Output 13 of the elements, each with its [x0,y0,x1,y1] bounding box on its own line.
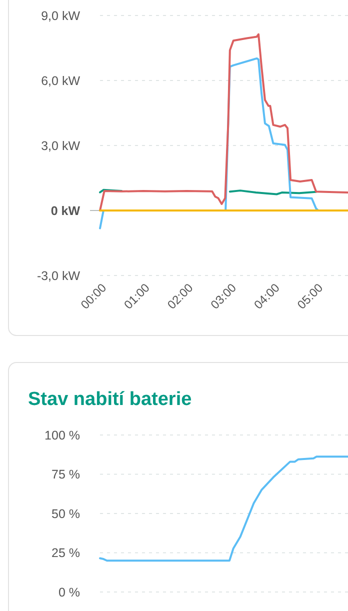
y-tick-label: -3,0 kW [36,268,80,283]
y-tick-label: 25 % [52,546,80,560]
line-series [99,456,348,562]
chart-title: Stav nabití baterie [28,389,192,410]
y-tick-label: 75 % [52,468,80,482]
y-tick-label: 3,0 kW [41,138,80,153]
y-tick-label: 6,0 kW [41,74,80,88]
y-tick-label: 9,0 kW [41,8,80,23]
line-series [99,33,348,212]
y-tick-label: 50 % [52,506,80,521]
y-tick-label: 0 % [58,585,80,600]
y-tick-label: 100 % [44,428,80,442]
y-tick-label: 0 kW [50,204,80,218]
